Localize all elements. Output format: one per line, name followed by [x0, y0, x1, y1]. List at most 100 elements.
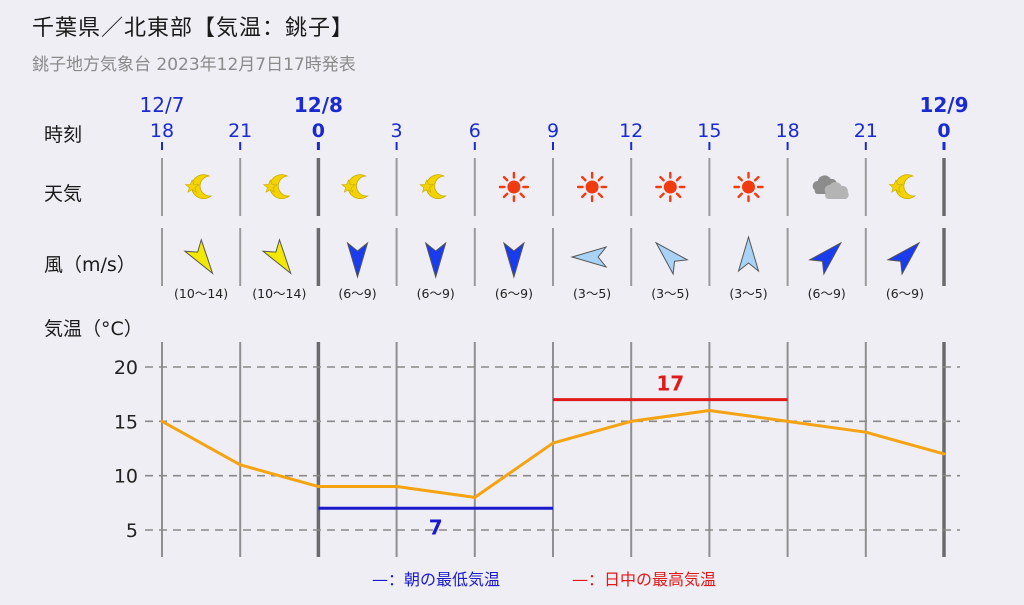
sun-ray — [754, 175, 760, 182]
wind-arrow-icon — [424, 241, 447, 279]
wind-arrow-shape — [808, 241, 843, 276]
legend-min-temp: —：朝の最低気温 — [372, 570, 501, 589]
sun-ray — [675, 192, 682, 199]
sun-ray — [519, 192, 525, 199]
temperature-point — [238, 463, 242, 467]
wind-arrow-icon — [346, 241, 369, 279]
wind-arrow-icon — [183, 238, 214, 275]
wind-arrow-icon — [502, 241, 525, 279]
wind-range-label: (3〜5) — [651, 286, 689, 301]
temperature-point — [942, 452, 946, 456]
wind-range-label: (6〜9) — [417, 286, 455, 301]
time-row-label: 時刻 — [44, 124, 83, 146]
sun-disc — [742, 180, 755, 194]
y-tick-label: 20 — [114, 357, 138, 379]
sun-ray — [502, 192, 509, 199]
date-label: 12/9 — [919, 93, 968, 117]
cloud-front — [824, 182, 849, 199]
sun-ray — [597, 175, 604, 182]
wind-arrow-shape — [183, 238, 214, 275]
wind-arrow-shape — [502, 241, 525, 279]
wind-arrow-icon — [654, 241, 689, 276]
sun-ray — [581, 175, 587, 182]
wind-arrow-icon — [808, 241, 843, 276]
temp-row-label: 気温（°C） — [44, 318, 143, 340]
sun-ray — [659, 175, 665, 182]
wind-arrow-icon — [886, 241, 921, 276]
sun-disc — [663, 180, 677, 194]
wind-arrow-icon — [737, 235, 760, 273]
cloud-icon — [812, 175, 849, 199]
star-shape — [262, 179, 278, 193]
wind-range-label: (10〜14) — [252, 286, 306, 301]
wind-arrow-shape — [346, 241, 369, 279]
sun-ray — [754, 192, 760, 199]
sun-icon — [733, 171, 764, 203]
star-shape — [341, 179, 356, 193]
sun-ray — [502, 175, 509, 182]
wind-range-label: (6〜9) — [886, 286, 924, 301]
sun-disc — [585, 180, 599, 194]
sun-icon — [498, 171, 530, 203]
hour-label: 9 — [547, 120, 559, 142]
sun-icon — [576, 171, 608, 203]
moon-star-icon — [888, 174, 917, 200]
hour-label: 12 — [619, 120, 643, 142]
temperature-point — [864, 430, 868, 434]
sun-icon — [655, 171, 686, 203]
hour-label: 21 — [228, 120, 252, 142]
wind-range-label: (3〜5) — [573, 286, 611, 301]
hour-label: 0 — [937, 120, 950, 142]
temperature-point — [629, 419, 633, 423]
y-tick-label: 15 — [114, 411, 138, 433]
hour-label: 15 — [697, 120, 721, 142]
temperature-point — [707, 408, 711, 412]
sun-ray — [597, 192, 604, 199]
star-shape — [184, 179, 200, 193]
hour-label: 21 — [854, 120, 878, 142]
star-shape — [419, 179, 435, 193]
sun-ray — [675, 175, 682, 182]
wind-range-label: (3〜5) — [729, 286, 767, 301]
date-label: 12/8 — [294, 93, 343, 117]
wind-range-label: (6〜9) — [808, 286, 846, 301]
wind-arrow-icon — [261, 238, 292, 275]
wind-arrow-shape — [570, 246, 608, 268]
sun-ray — [737, 175, 743, 182]
sun-ray — [519, 175, 525, 182]
temperature-point — [395, 485, 399, 489]
wind-range-label: (6〜9) — [338, 286, 376, 301]
legend-max-temp: —：日中の最高気温 — [572, 570, 717, 589]
temperature-point — [786, 419, 790, 423]
sun-ray — [659, 192, 665, 199]
moon-star-icon — [341, 174, 369, 200]
star-shape — [888, 179, 904, 193]
temperature-point — [473, 495, 477, 499]
wind-row-label: 風（m/s） — [44, 254, 136, 276]
temperature-point — [316, 485, 320, 489]
hour-label: 18 — [776, 120, 800, 142]
y-tick-label: 5 — [126, 520, 138, 542]
wind-arrow-icon — [570, 246, 608, 268]
moon-star-icon — [262, 174, 291, 200]
hour-label: 0 — [312, 120, 325, 142]
moon-star-icon — [419, 174, 448, 200]
moon-star-icon — [184, 174, 213, 200]
sun-disc — [507, 180, 521, 194]
page-subtitle: 銚子地方気象台 2023年12月7日17時発表 — [32, 55, 356, 75]
wind-arrow-shape — [886, 241, 921, 276]
hour-label: 18 — [150, 120, 174, 142]
sun-ray — [737, 192, 743, 199]
hour-label: 3 — [391, 120, 403, 142]
wind-arrow-shape — [424, 241, 447, 279]
temperature-point — [551, 441, 555, 445]
hour-label: 6 — [469, 120, 481, 142]
wind-arrow-shape — [261, 238, 292, 275]
max-temp-label: 17 — [656, 372, 684, 396]
weather-row-label: 天気 — [44, 183, 83, 205]
min-temp-label: 7 — [429, 515, 443, 539]
wind-arrow-shape — [737, 235, 760, 273]
wind-arrow-shape — [654, 241, 689, 276]
wind-range-label: (6〜9) — [495, 286, 533, 301]
